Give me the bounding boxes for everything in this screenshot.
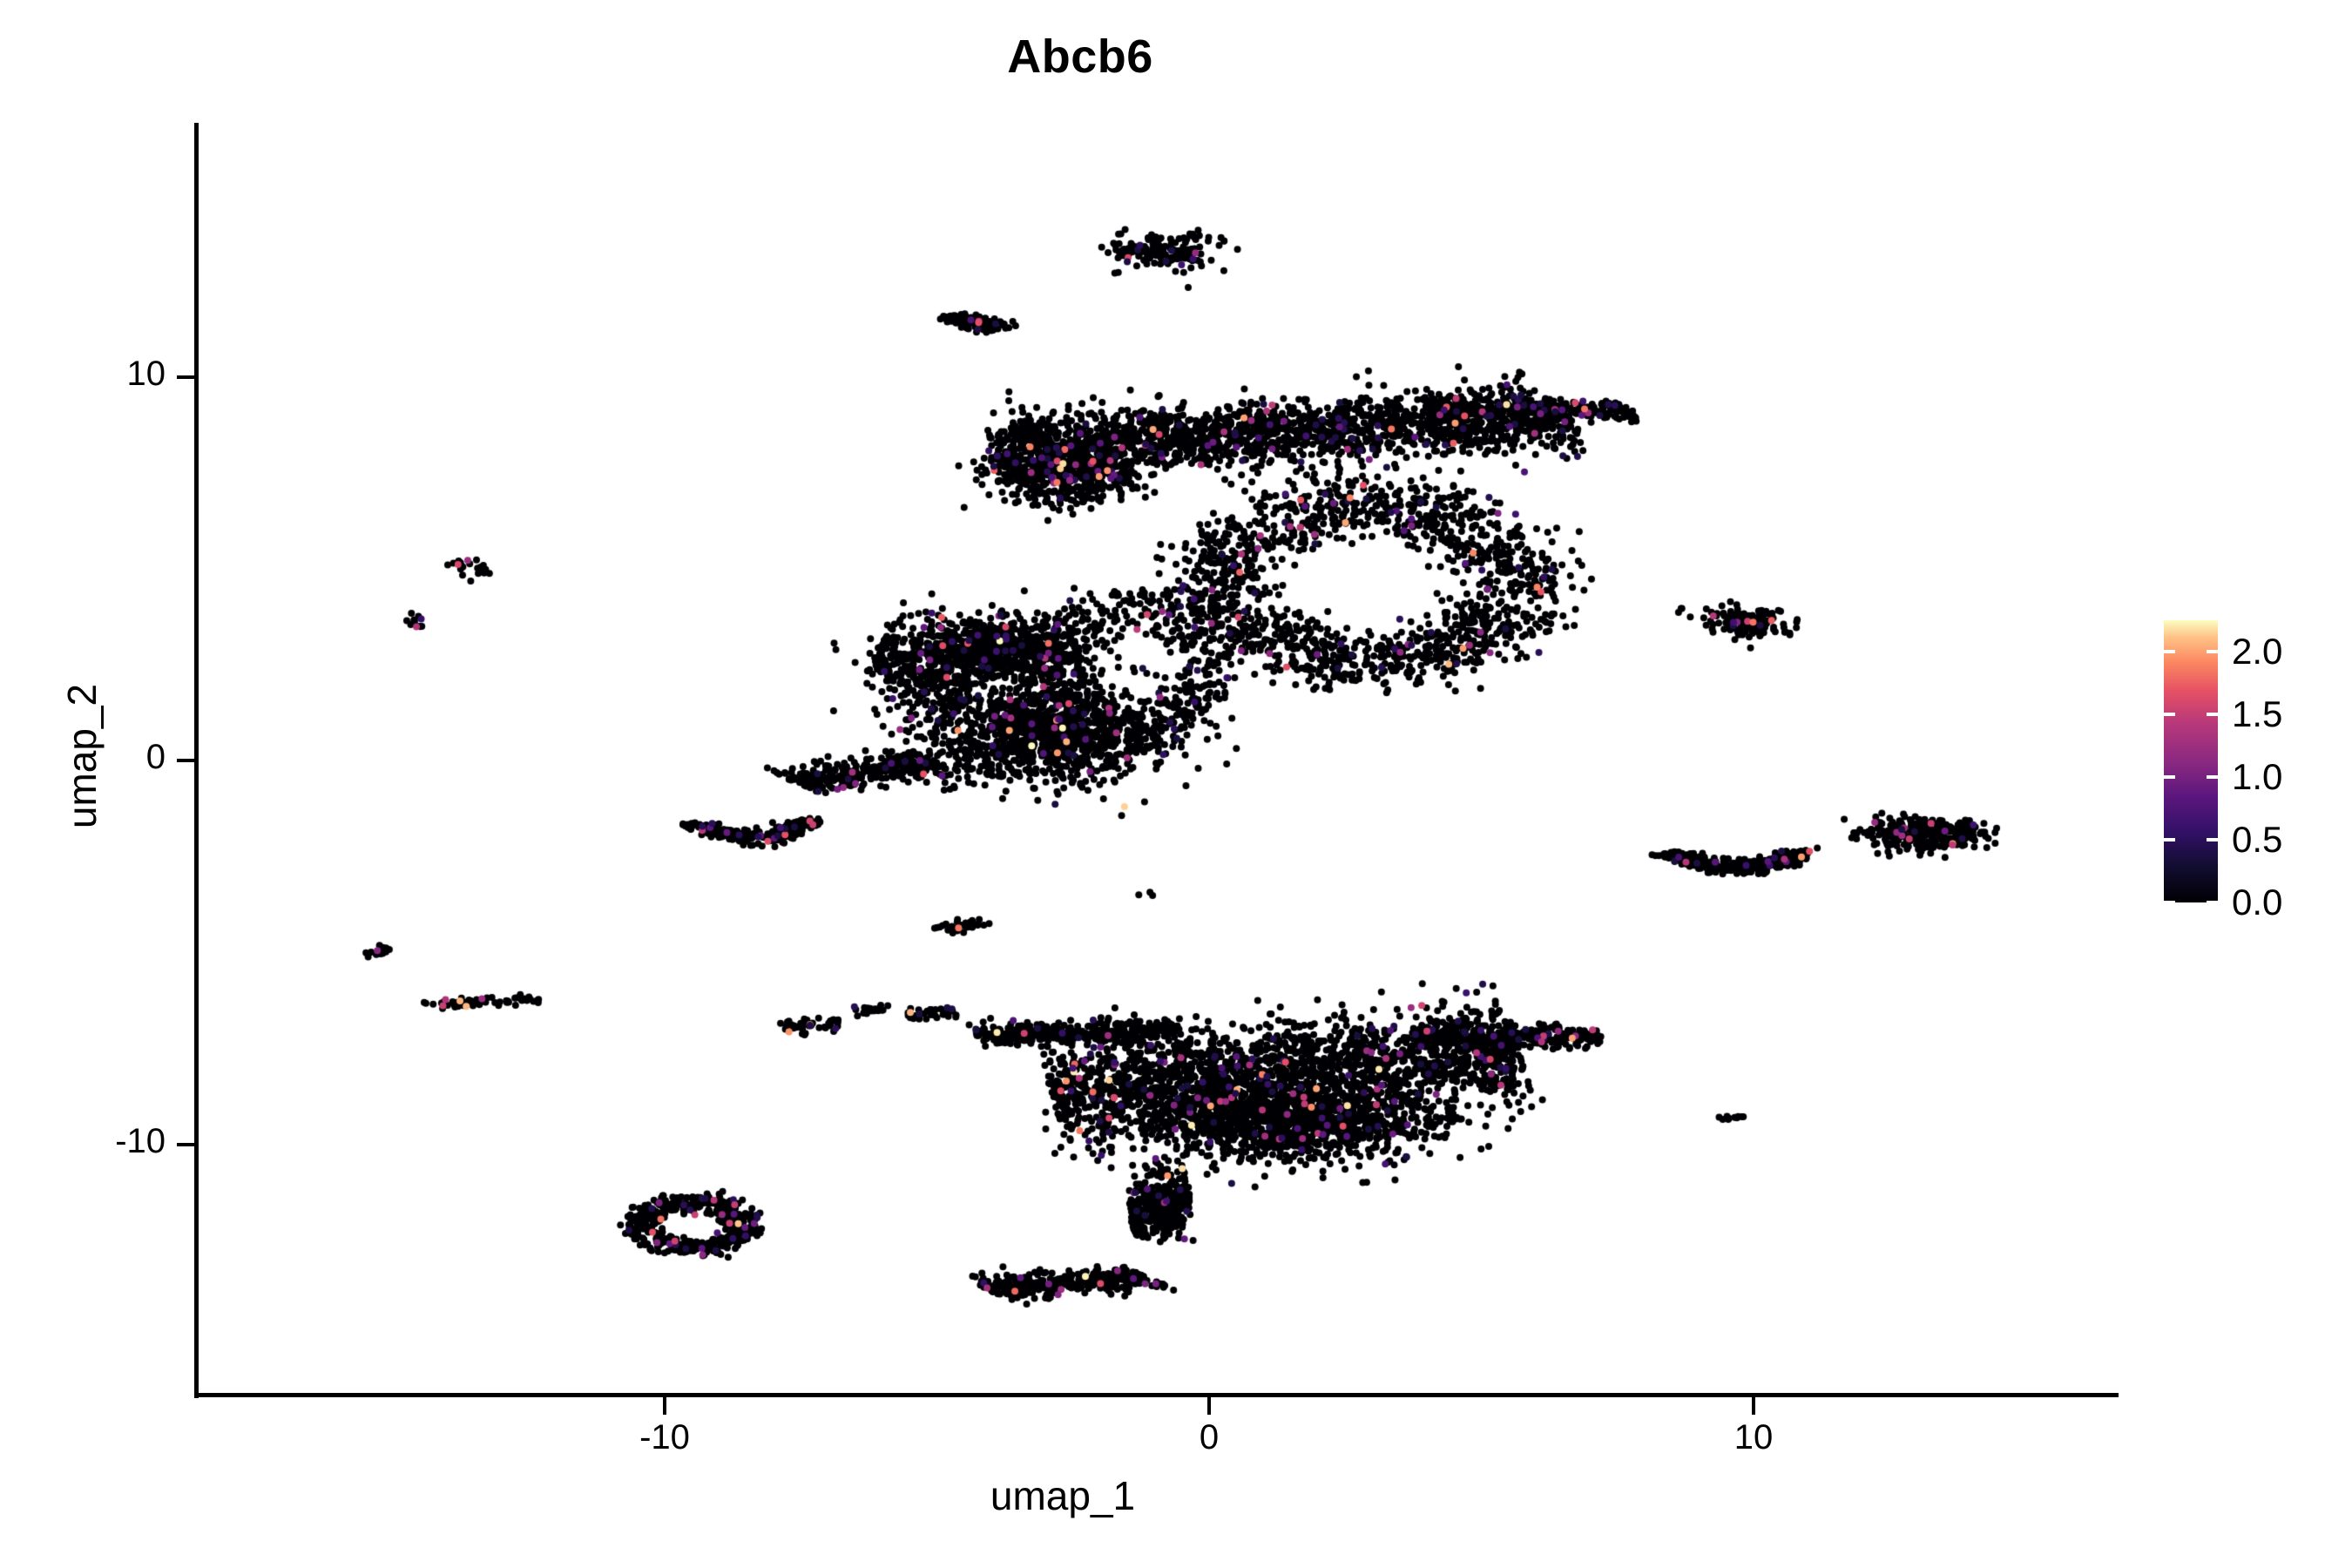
y-tick-label: -10 [115, 1121, 166, 1160]
x-axis-line [194, 1393, 2119, 1397]
colorbar-tick-mark [2207, 838, 2218, 841]
y-axis-line [194, 123, 199, 1398]
x-tick-label: 10 [1734, 1418, 1774, 1456]
x-tick-mark [663, 1397, 666, 1415]
colorbar-tick-label: 2.0 [2232, 631, 2283, 672]
x-tick-label: -10 [639, 1418, 690, 1456]
x-tick-mark [1207, 1397, 1211, 1415]
colorbar-tick-label: 1.0 [2232, 756, 2283, 797]
colorbar-tick-mark [2207, 713, 2218, 716]
y-tick-label: 0 [145, 738, 166, 776]
colorbar-tick-mark [2207, 775, 2218, 779]
colorbar-tick-label: 0.5 [2232, 819, 2283, 860]
colorbar-tick-mark [2164, 775, 2175, 779]
colorbar-tick-label: 0.0 [2232, 882, 2283, 923]
colorbar-gradient [2164, 620, 2218, 902]
x-axis-title: umap_1 [990, 1473, 1136, 1518]
y-tick-label: 10 [126, 354, 166, 393]
x-tick-mark [1752, 1397, 1755, 1415]
y-axis-title: umap_2 [59, 683, 105, 829]
colorbar-tick-mark [2164, 901, 2175, 904]
colorbar-tick-mark [2164, 713, 2175, 716]
y-tick-mark [177, 1142, 194, 1146]
y-tick-mark [177, 759, 194, 762]
colorbar-legend: 0.0 0.5 1.0 1.5 2.0 [2164, 620, 2282, 923]
colorbar-tick-mark [2207, 650, 2218, 653]
colorbar-tick-mark [2207, 901, 2218, 904]
x-tick-label: 0 [1199, 1418, 1220, 1456]
colorbar-tick-mark [2164, 650, 2175, 653]
colorbar-tick-mark [2164, 838, 2175, 841]
colorbar-tick-label: 1.5 [2232, 693, 2283, 734]
y-tick-mark [177, 375, 194, 379]
